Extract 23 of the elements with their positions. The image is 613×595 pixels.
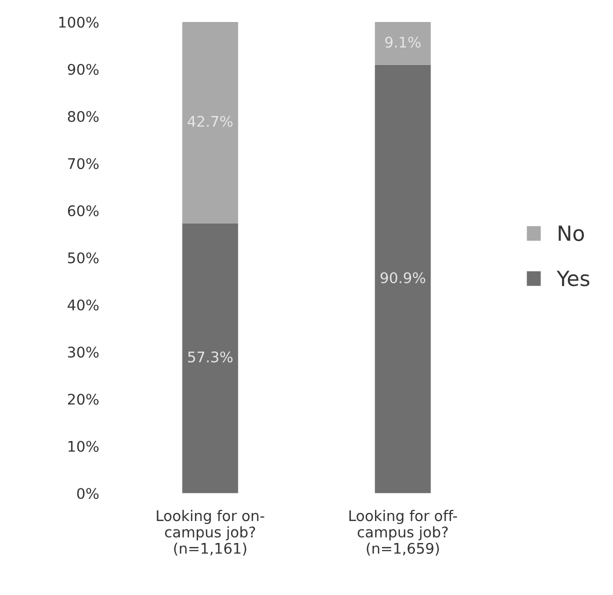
bar [374,22,431,65]
y-tick-label: 10% [68,440,99,452]
y-tick-label: 60% [68,205,99,216]
data-label: 9.1% [385,36,421,48]
x-tick-label: Looking for on- campus job? (n=1,161) [156,510,264,556]
y-tick-label: 90% [68,64,99,75]
y-tick-label: 50% [68,252,99,264]
data-label: 90.9% [380,272,426,284]
bar [182,223,238,494]
data-label: 57.3% [188,351,233,362]
y-tick-label: 100% [59,16,99,28]
y-tick-label: 80% [68,110,99,122]
legend-label: Yes [556,270,590,286]
legend-label: No [558,226,584,242]
bar [182,22,238,224]
data-label: 42.7% [188,116,233,127]
y-tick-label: 40% [68,299,99,311]
x-tick-label: Looking for off- campus job? (n=1,659) [349,510,457,556]
y-tick-label: 30% [68,346,99,358]
bar [374,64,431,494]
y-tick-label: 70% [68,158,99,170]
y-tick-label: 20% [68,394,99,405]
y-tick-label: 0% [77,488,99,500]
